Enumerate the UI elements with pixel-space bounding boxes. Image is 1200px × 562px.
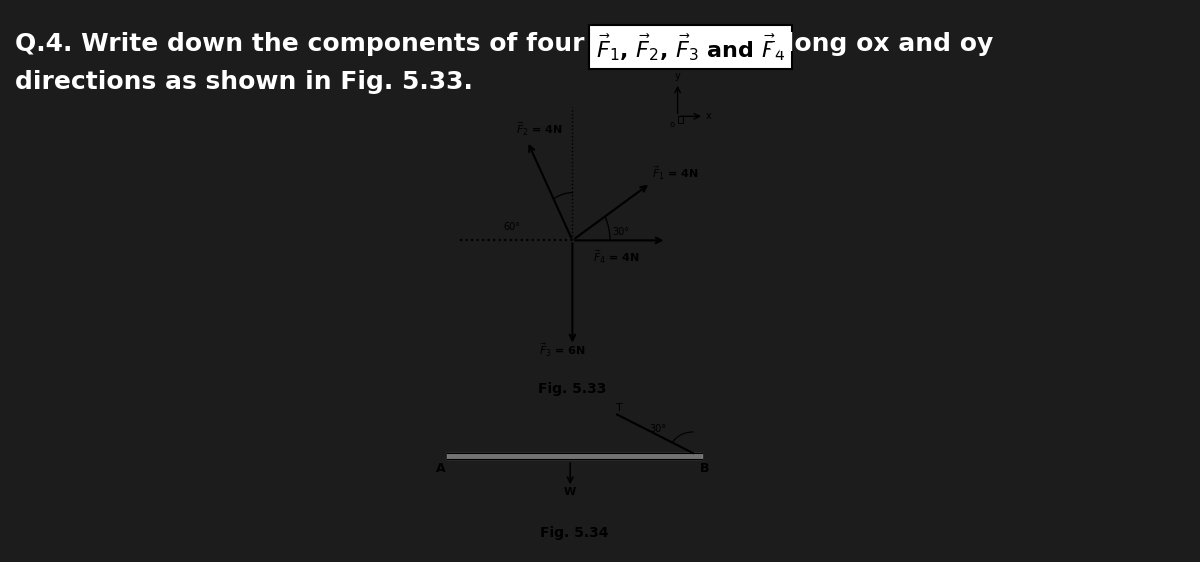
Text: 60°: 60° [503,222,520,232]
Text: y: y [674,71,680,81]
Text: T: T [616,403,623,413]
Text: Fig. 5.34: Fig. 5.34 [540,527,608,541]
Text: $\vec{F}_1$, $\vec{F}_2$, $\vec{F}_3$ and $\vec{F}_4$: $\vec{F}_1$, $\vec{F}_2$, $\vec{F}_3$ an… [596,32,785,63]
Text: Fig. 5.33: Fig. 5.33 [539,382,606,396]
Text: 30°: 30° [612,226,629,237]
Text: Q.4. Write down the components of four forces: Q.4. Write down the components of four f… [14,32,689,56]
Text: $\vec{F}_1$ = 4N: $\vec{F}_1$ = 4N [653,165,700,182]
Text: A: A [436,462,446,475]
Text: x: x [706,111,712,121]
Text: $\vec{F}_2$ = 4N: $\vec{F}_2$ = 4N [516,120,563,138]
Text: along ox and oy: along ox and oy [760,32,994,56]
Text: o: o [670,120,674,129]
Text: 30°: 30° [649,424,666,434]
Text: $\vec{F}_4$ = 4N: $\vec{F}_4$ = 4N [593,248,640,266]
Text: B: B [700,462,709,475]
Text: $\vec{F}_3$ = 6N: $\vec{F}_3$ = 6N [539,341,586,359]
Text: W: W [564,487,576,497]
Text: directions as shown in Fig. 5.33.: directions as shown in Fig. 5.33. [14,70,473,94]
